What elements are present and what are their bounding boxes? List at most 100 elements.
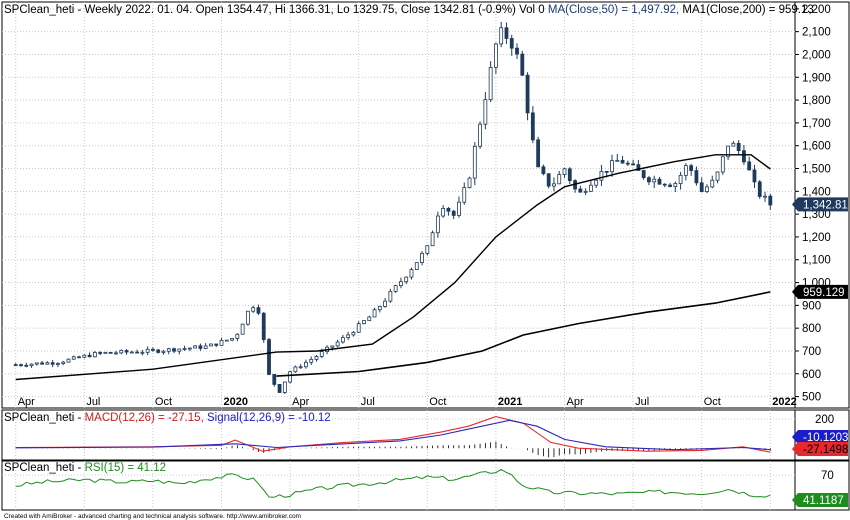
candle-body	[203, 345, 208, 349]
candle-body	[256, 307, 261, 314]
footer-credit: Created with AmiBroker - advanced charti…	[4, 513, 301, 520]
candle-body	[615, 159, 620, 162]
candle-body	[673, 183, 678, 187]
candle-body	[768, 195, 773, 206]
candle-body	[156, 349, 161, 353]
candle-body	[166, 348, 171, 352]
price-tick-label: 900	[802, 300, 821, 312]
candle-body	[515, 47, 519, 55]
price-tick-label: 1,300	[802, 209, 831, 221]
price-title: SPClean_heti - Weekly 2022. 01. 04. Open…	[4, 4, 814, 16]
candle-body	[71, 356, 76, 360]
candle-body	[726, 145, 730, 158]
candle-body	[304, 361, 308, 368]
macd-title-symbol: SPClean_heti	[4, 412, 74, 424]
x-tick-label: Apr	[18, 396, 35, 408]
candle-body	[689, 165, 694, 171]
candle-body	[66, 358, 71, 363]
price-title-ma50: MA(Close,50) = 1,497.92,	[548, 4, 679, 16]
candle-body	[367, 316, 372, 322]
x-tick-label: Jul	[361, 396, 375, 408]
candle-body	[340, 337, 345, 343]
candle-body	[114, 352, 118, 355]
candle-body	[87, 354, 92, 358]
ma200-badge-label: 959.129	[803, 287, 845, 299]
candle-body	[129, 351, 134, 354]
candle-body	[430, 232, 435, 247]
candle-body	[494, 43, 498, 68]
candle-body	[198, 345, 203, 349]
price-badge-label: 1,342.81	[803, 199, 848, 211]
price-tick-label: 2,200	[802, 4, 831, 16]
price-title-symbol: SPClean_heti	[4, 4, 74, 16]
candle-body	[710, 179, 715, 188]
candle-body	[267, 339, 271, 375]
candle-body	[77, 356, 81, 359]
candle-body	[319, 351, 324, 357]
candle-body	[383, 300, 387, 307]
candle-body	[272, 374, 277, 385]
candle-body	[187, 347, 192, 350]
price-tick-label: 2,100	[802, 27, 831, 39]
candle-body	[209, 343, 213, 347]
candle-body	[377, 306, 382, 311]
x-tick-label: Oct	[155, 396, 172, 408]
candle-body	[525, 74, 530, 114]
signal-badge: -27.1498	[792, 442, 848, 456]
candle-body	[298, 366, 303, 369]
candle-body	[641, 170, 646, 179]
candle-body	[504, 27, 509, 39]
candle-body	[731, 142, 736, 147]
price-tick-label: 1,200	[802, 232, 831, 244]
price-title-ma200: MA1(Close,200) = 959.13	[679, 4, 814, 16]
candle-body	[135, 351, 139, 354]
candle-body	[372, 309, 377, 318]
price-tick-label: 2,000	[802, 49, 831, 61]
candle-body	[409, 269, 414, 278]
candle-body	[29, 363, 34, 367]
candle-body	[235, 333, 240, 339]
candle-body	[356, 323, 361, 333]
pane-frame-2	[1, 460, 796, 511]
macd-badge-label: -10.1203	[803, 432, 848, 444]
candle-body	[172, 348, 176, 352]
candle-body	[145, 348, 150, 353]
candles	[13, 21, 773, 395]
candle-body	[530, 112, 535, 141]
candle-body	[752, 169, 757, 183]
candle-body	[261, 312, 266, 341]
candle-body	[441, 208, 446, 217]
candle-body	[578, 188, 583, 193]
candle-body	[19, 364, 23, 367]
price-tick-label: 1,900	[802, 72, 831, 84]
candle-body	[657, 178, 662, 185]
rsi-title-symbol: SPClean_heti	[4, 462, 74, 474]
candle-body	[393, 285, 398, 292]
candle-body	[699, 182, 704, 193]
candle-body	[124, 350, 129, 353]
candle-body	[457, 201, 461, 216]
price-tick-label: 1,800	[802, 95, 831, 107]
candle-body	[193, 345, 198, 349]
candle-body	[309, 358, 314, 363]
x-tick-label: 2022	[772, 396, 796, 408]
candle-body	[314, 356, 319, 360]
candle-body	[520, 53, 525, 76]
candle-body	[108, 351, 113, 354]
candle-body	[488, 66, 493, 101]
candle-body	[119, 350, 124, 354]
candle-body	[240, 323, 245, 335]
rsi-title-sep: -	[74, 462, 84, 474]
rsi-title: SPClean_heti - RSI(15) = 41.12	[4, 462, 166, 474]
rsi-badge: 41.1187	[792, 493, 848, 507]
candle-body	[61, 361, 66, 364]
candle-body	[177, 348, 182, 352]
candle-body	[214, 343, 219, 346]
signal-line	[15, 419, 771, 451]
candle-body	[92, 352, 97, 358]
candle-body	[282, 381, 287, 393]
macd-title-sep: -	[74, 412, 84, 424]
candle-body	[362, 320, 366, 325]
price-tick-label: 600	[802, 369, 821, 381]
macd-title-macd: MACD(12,26) = -27.15,	[85, 412, 204, 424]
